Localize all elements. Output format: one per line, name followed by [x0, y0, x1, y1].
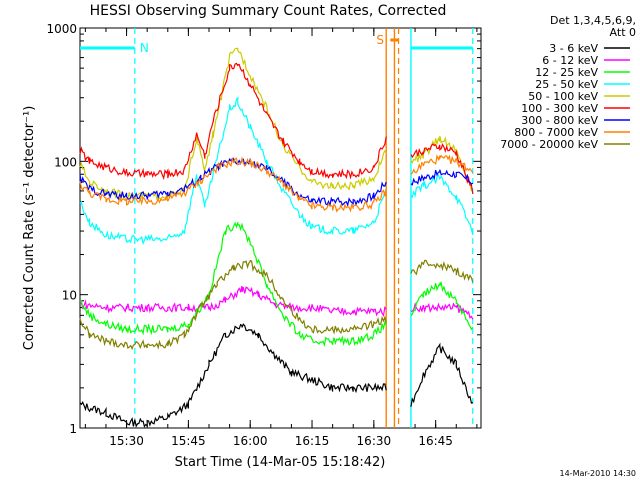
series-line: [79, 259, 474, 351]
saa-label: S: [376, 33, 384, 47]
y-tick-label: 100: [54, 155, 77, 169]
series-line: [79, 62, 474, 194]
legend-label: 3 - 6 keV: [549, 42, 598, 55]
chart-title: HESSI Observing Summary Count Rates, Cor…: [90, 3, 447, 19]
x-tick-label: 16:00: [233, 434, 268, 448]
x-tick-label: 15:45: [171, 434, 206, 448]
night-label: N: [140, 41, 149, 55]
y-tick-label: 10: [62, 289, 77, 303]
y-tick-label: 1: [69, 422, 77, 436]
legend-label: 50 - 100 keV: [528, 90, 598, 103]
legend-label: 6 - 12 keV: [542, 54, 598, 67]
legend-label: 100 - 300 keV: [521, 102, 598, 115]
x-tick-label: 16:15: [295, 434, 330, 448]
y-tick-label: 1000: [46, 22, 77, 36]
legend-label: 300 - 800 keV: [521, 114, 598, 127]
legend-label: 800 - 7000 keV: [514, 126, 598, 139]
x-tick-label: 16:30: [357, 434, 392, 448]
legend-header: Det 1,3,4,5,6,9,: [550, 14, 636, 27]
footer-date: 14-Mar-2010 14:30: [560, 469, 637, 478]
legend-label: 12 - 25 keV: [535, 66, 598, 79]
series-line: [79, 221, 474, 348]
series-line: [79, 96, 474, 246]
series-line: [79, 157, 474, 208]
series-line: [79, 323, 474, 428]
x-tick-label: 15:30: [109, 434, 144, 448]
legend-label: 7000 - 20000 keV: [500, 138, 598, 151]
plot-frame: [79, 27, 482, 429]
legend-header: Att 0: [610, 26, 636, 39]
series-line: [79, 285, 474, 320]
x-axis-label: Start Time (14-Mar-05 15:18:42): [175, 455, 386, 470]
series-line: [79, 153, 474, 213]
y-axis-label: Corrected Count Rate (s⁻¹ detector⁻¹): [22, 106, 37, 351]
legend-label: 25 - 50 keV: [535, 78, 598, 91]
x-tick-label: 16:45: [418, 434, 453, 448]
